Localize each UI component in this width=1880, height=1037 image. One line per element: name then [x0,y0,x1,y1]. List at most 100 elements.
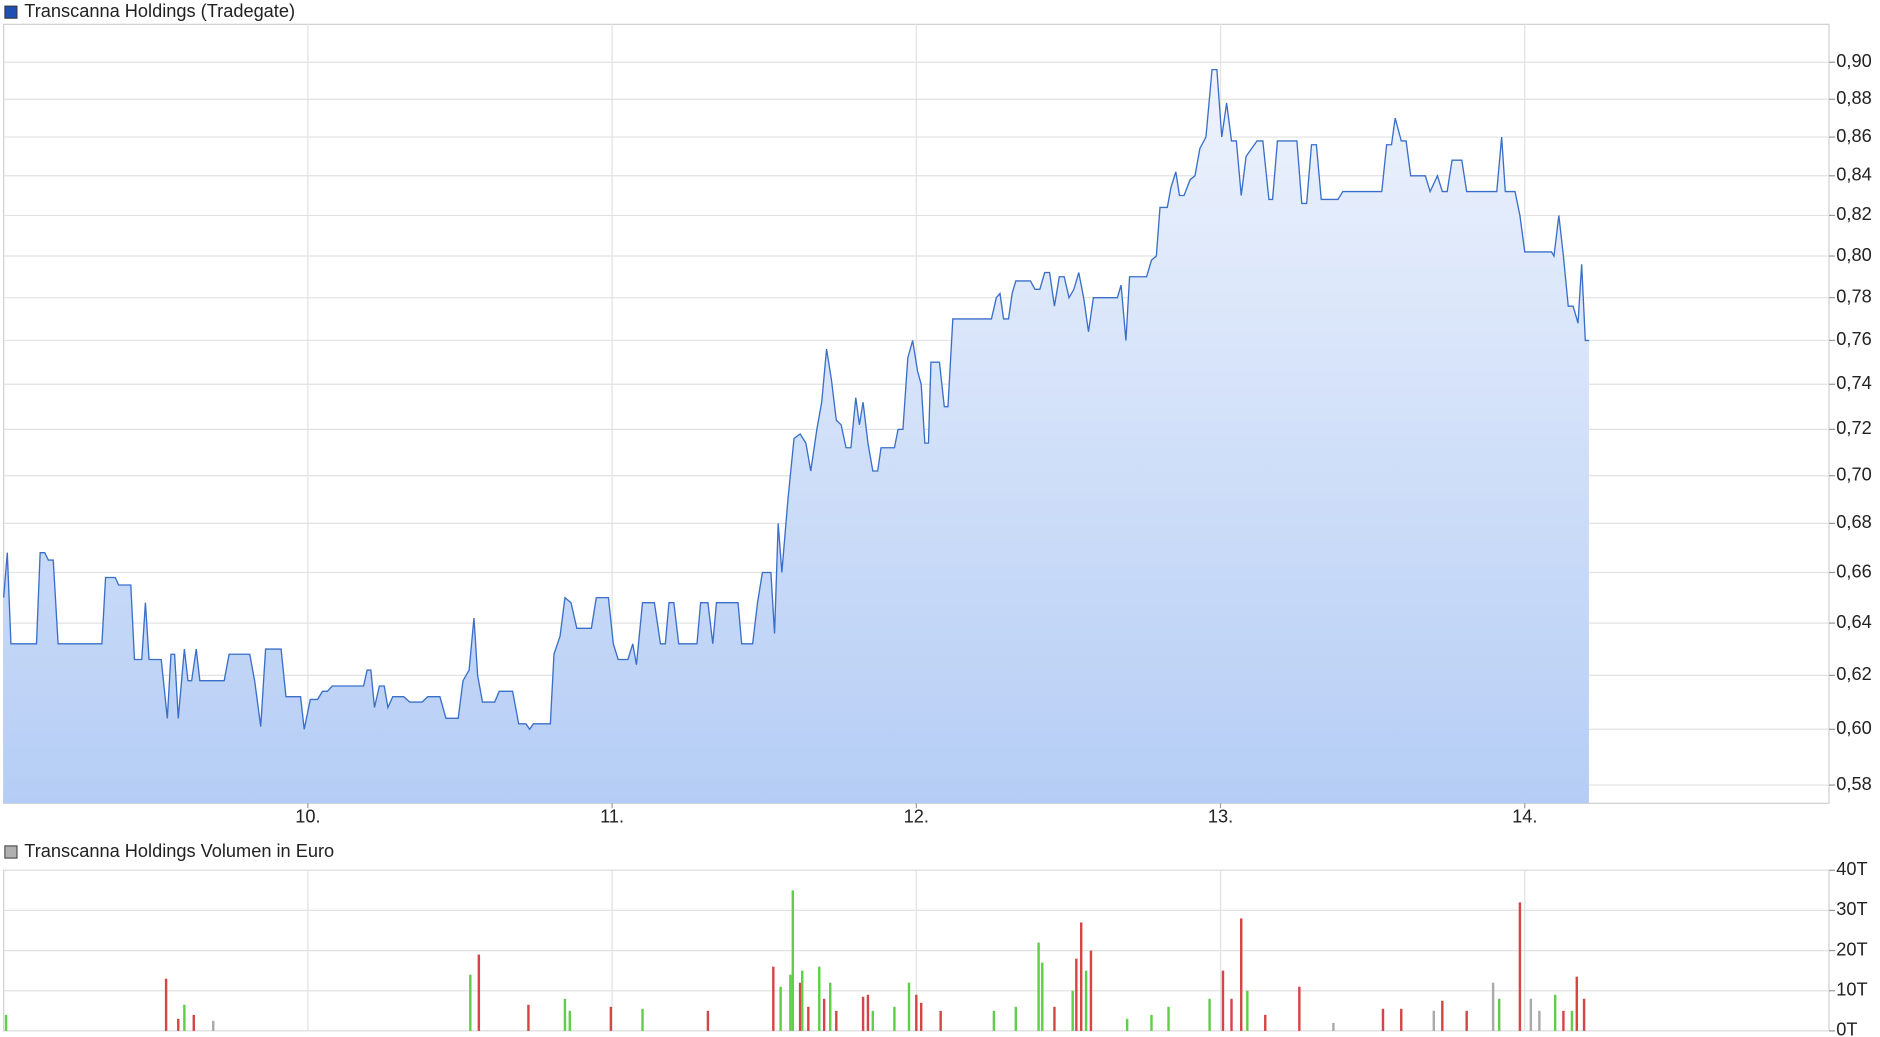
y-tick-label: 20T [1836,938,1867,959]
y-tick-label: 0,88 [1836,87,1871,108]
volume-bar [779,986,782,1031]
volume-bar [527,1004,530,1031]
volume-bar [1014,1006,1018,1031]
y-tick-label: 0,80 [1836,244,1871,265]
volume-bar [1084,970,1088,1031]
volume-bar [1071,990,1074,1031]
volume-bar [1570,1010,1574,1031]
volume-bar [801,970,804,1031]
volume-bar [477,954,481,1031]
volume-bar [1381,1008,1385,1031]
y-tick-label: 0,60 [1836,717,1871,738]
volume-bar [164,978,168,1031]
volume-bar [609,1006,613,1031]
volume-bar [212,1020,215,1031]
y-tick-label: 30T [1836,898,1867,919]
volume-bar [1125,1018,1129,1031]
y-tick-label: 0,90 [1836,50,1871,71]
y-tick-label: 0T [1836,1019,1857,1037]
y-tick-label: 0,68 [1836,511,1871,532]
volume-bar [1582,998,1586,1031]
y-tick-label: 0,86 [1836,125,1871,146]
volume-bar [1167,1006,1170,1031]
chart-title: Transcanna Holdings (Tradegate) [24,0,295,21]
volume-bar [835,1010,838,1031]
volume-bar [1208,998,1211,1031]
volume-bar [1491,982,1495,1031]
volume-bar [706,1010,710,1031]
volume-bar [1562,1010,1565,1031]
volume-bar [1518,902,1522,1031]
volume-bar [1075,958,1078,1031]
y-tick-label: 0,82 [1836,203,1871,224]
x-tick-label: 10. [295,806,320,827]
volume-bar [939,1010,942,1031]
volume-bar [183,1004,186,1031]
y-tick-label: 10T [1836,979,1867,1000]
x-tick-label: 11. [600,806,624,827]
price-line [2,68,1589,731]
volume-bar [866,994,870,1031]
volume-bar [1079,922,1083,1031]
volume-bar [919,1002,923,1031]
x-tick-label: 13. [1208,806,1233,827]
x-tick-label: 14. [1512,806,1537,827]
chart-title: Transcanna Holdings Volumen in Euro [24,840,334,861]
volume-bar [1053,1006,1056,1031]
volume-bar [1230,998,1233,1031]
volume-bar [822,998,826,1031]
y-tick-label: 0,70 [1836,464,1871,485]
y-tick-label: 0,74 [1836,372,1871,393]
price-area [3,69,1589,804]
y-tick-label: 0,62 [1836,663,1871,684]
volume-bar [893,1006,896,1031]
volume-bar [789,974,792,1031]
legend-swatch [4,845,18,859]
y-tick-label: 0,84 [1836,164,1871,185]
y-tick-label: 0,66 [1836,560,1871,581]
volume-bar [861,996,865,1031]
volume-bar [177,1018,180,1031]
volume-bar [1089,950,1093,1031]
volume-bar [871,1010,875,1031]
volume-bar [1441,1000,1444,1031]
volume-bar [469,974,472,1031]
volume-bar [1298,986,1301,1031]
legend-swatch [4,5,18,19]
volume-bar [641,1008,644,1031]
volume-bar [772,966,775,1031]
volume-bar [1400,1008,1403,1031]
volume-bar [1264,1014,1267,1031]
volume-bar [829,982,832,1031]
y-tick-label: 0,72 [1836,417,1871,438]
volume-bar [1221,970,1225,1031]
y-tick-label: 0,64 [1836,611,1871,632]
volume-bar [1150,1014,1153,1031]
x-tick-label: 12. [904,806,929,827]
volume-bar [1553,994,1557,1031]
volume-bar [915,994,918,1031]
y-tick-label: 0,76 [1836,328,1871,349]
volume-bar [818,966,821,1031]
volume-bar [568,1010,572,1031]
volume-bar [4,1014,8,1031]
volume-bar [1332,1022,1335,1031]
volume-bar [1246,990,1249,1031]
volume-bar [798,982,802,1031]
volume-bar [1497,998,1501,1031]
volume-bar [1529,998,1533,1031]
volume-bar [807,1006,810,1031]
volume-bar [1037,942,1040,1031]
y-tick-label: 0,78 [1836,285,1871,306]
volume-bar [992,1010,996,1031]
volume-bar [907,982,911,1031]
volume-bar [1041,962,1044,1031]
volume-bar [1538,1010,1541,1031]
volume-bar [1575,976,1579,1031]
volume-bar [1240,918,1243,1031]
volume-bar [563,998,567,1031]
volume-bar [791,890,795,1031]
volume-bar [1465,1010,1468,1031]
